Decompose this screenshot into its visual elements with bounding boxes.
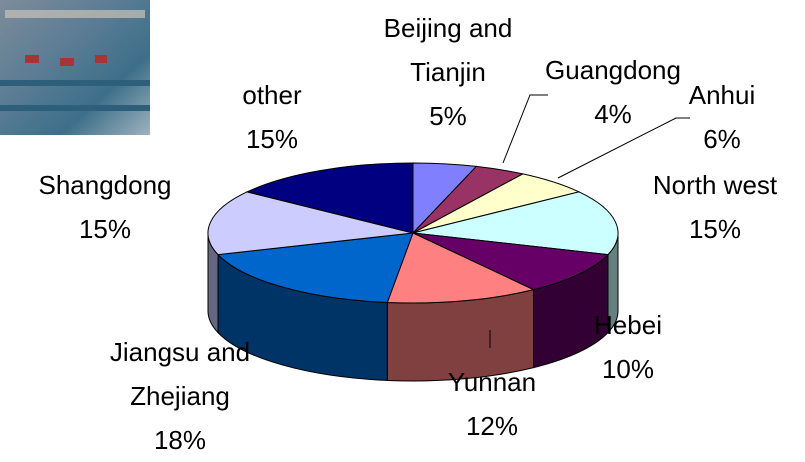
percent-label: 15% [78, 214, 132, 244]
category-name: Guangdong [545, 55, 681, 85]
percent-label: 18% [153, 425, 207, 455]
photo [0, 0, 150, 135]
category-name: Shangdong [38, 170, 172, 200]
category-name: Jiangsu and Zhejiang [109, 337, 251, 411]
percent-label: 12% [465, 411, 519, 441]
category-name: Hebei [594, 310, 662, 340]
slice [386, 232, 535, 304]
percent-label: 4% [594, 99, 632, 129]
category-name: Yunnan [447, 367, 537, 397]
slice-label: Jiangsu and Zhejiang 18% [85, 330, 275, 462]
slice [245, 162, 414, 234]
slice [216, 232, 414, 303]
slice-label: Beijing and Tianjin 5% [378, 6, 518, 138]
percent-label: 15% [688, 214, 742, 244]
percent-label: 10% [601, 354, 655, 384]
slice [207, 191, 414, 256]
slice [412, 232, 610, 291]
category-name: other [242, 80, 302, 110]
leader-lines [489, 94, 690, 348]
category-name: North west [652, 170, 778, 200]
slice-label: Anhui 6% [662, 73, 782, 161]
category-name: Beijing and Tianjin [383, 13, 513, 87]
slice-label: other 15% [212, 73, 332, 161]
percent-label: 5% [429, 101, 467, 131]
slice-label: North west 15% [615, 163, 805, 251]
slice-label: Yunnan 12% [422, 360, 562, 448]
slice-label: Shangdong 15% [10, 163, 200, 251]
slice [412, 191, 619, 256]
slice-label: Guangdong 4% [528, 48, 698, 136]
category-name: Anhui [688, 80, 756, 110]
percent-label: 6% [703, 124, 741, 154]
percent-label: 15% [245, 124, 299, 154]
slice-label: Hebei 10% [568, 303, 688, 391]
